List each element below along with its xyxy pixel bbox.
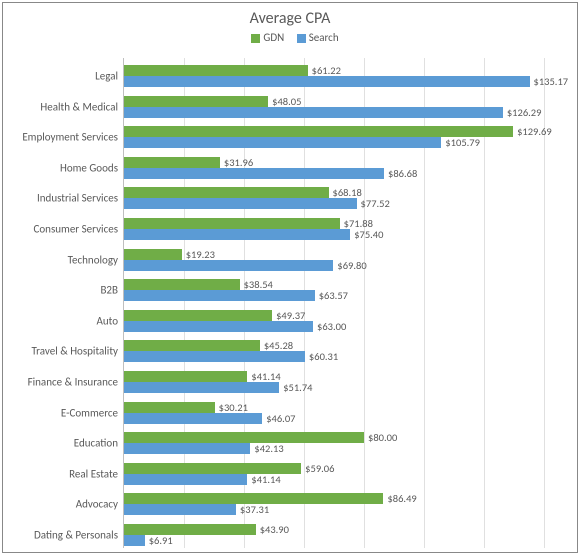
category-label: Advocacy [3,499,118,510]
bar-search [124,76,530,87]
y-axis-labels: Legal Health & Medical Employment Services… [3,58,118,548]
value-gdn: $48.05 [272,96,301,107]
category-label: Dating & Personals [3,530,118,541]
value-gdn: $43.90 [260,524,289,535]
bar-search [124,321,313,332]
value-gdn: $30.21 [219,402,248,413]
bar-search [124,382,279,393]
category-label: Health & Medical [3,101,118,112]
value-search: $77.52 [361,198,390,209]
value-search: $51.74 [283,382,312,393]
bar-gdn [124,279,240,290]
bar-search [124,198,357,209]
value-gdn: $68.18 [333,187,362,198]
bar-search [124,137,441,148]
value-search: $86.68 [388,168,417,179]
bar-gdn [124,432,364,443]
value-search: $69.80 [337,260,366,271]
value-gdn: $49.37 [276,310,305,321]
bar-gdn [124,310,272,321]
bar-gdn [124,65,308,76]
bar-gdn [124,371,247,382]
value-gdn: $129.69 [517,126,552,137]
category-label: Legal [3,71,118,82]
bar-search [124,474,247,485]
category-label: Home Goods [3,162,118,173]
bar-gdn [124,96,268,107]
category-label: Technology [3,254,118,265]
category-label: Industrial Services [3,193,118,204]
value-search: $75.40 [354,229,383,240]
value-gdn: $86.49 [387,493,416,504]
bar-gdn [124,524,256,535]
value-gdn: $45.28 [264,340,293,351]
category-label: Consumer Services [3,224,118,235]
bar-search [124,229,350,240]
category-label: B2B [3,285,118,296]
value-search: $37.31 [240,504,269,515]
category-label: Auto [3,315,118,326]
bar-search [124,413,262,424]
value-search: $63.00 [317,321,346,332]
category-label: Employment Services [3,132,118,143]
value-search: $41.14 [251,474,280,485]
value-search: $63.57 [319,290,348,301]
bar-search [124,168,384,179]
plot-area: $61.22$135.17$48.05$126.29$129.69$105.79… [123,58,543,548]
bar-gdn [124,157,220,168]
bar-search [124,351,305,362]
legend-swatch-search [297,34,306,43]
category-label: Finance & Insurance [3,377,118,388]
value-search: $6.91 [149,535,173,546]
bar-search [124,290,315,301]
bar-search [124,107,503,118]
legend-swatch-gdn [251,34,260,43]
bar-gdn [124,249,182,260]
category-label: Education [3,438,118,449]
value-gdn: $41.14 [251,371,280,382]
value-search: $135.17 [534,76,569,87]
bar-gdn [124,187,329,198]
bar-gdn [124,218,340,229]
value-search: $60.31 [309,351,338,362]
category-label: Real Estate [3,468,118,479]
value-search: $126.29 [507,107,542,118]
bar-search [124,260,333,271]
value-gdn: $31.96 [224,157,253,168]
value-gdn: $80.00 [368,432,397,443]
legend-label-gdn: GDN [263,31,284,44]
category-label: Travel & Hospitality [3,346,118,357]
bar-gdn [124,340,260,351]
legend-label-search: Search [309,31,339,44]
bar-search [124,504,236,515]
value-gdn: $59.06 [305,463,334,474]
bar-search [124,443,250,454]
chart-title: Average CPA [3,3,577,28]
value-gdn: $19.23 [186,249,215,260]
value-search: $105.79 [445,137,480,148]
bar-gdn [124,402,215,413]
value-gdn: $61.22 [312,65,341,76]
value-search: $42.13 [254,443,283,454]
bar-search [124,535,145,546]
value-gdn: $38.54 [244,279,273,290]
value-search: $46.07 [266,413,295,424]
legend: GDN Search [3,28,577,46]
category-label: E-Commerce [3,407,118,418]
chart-frame: Average CPA GDN Search Legal Health & Med… [2,2,578,553]
